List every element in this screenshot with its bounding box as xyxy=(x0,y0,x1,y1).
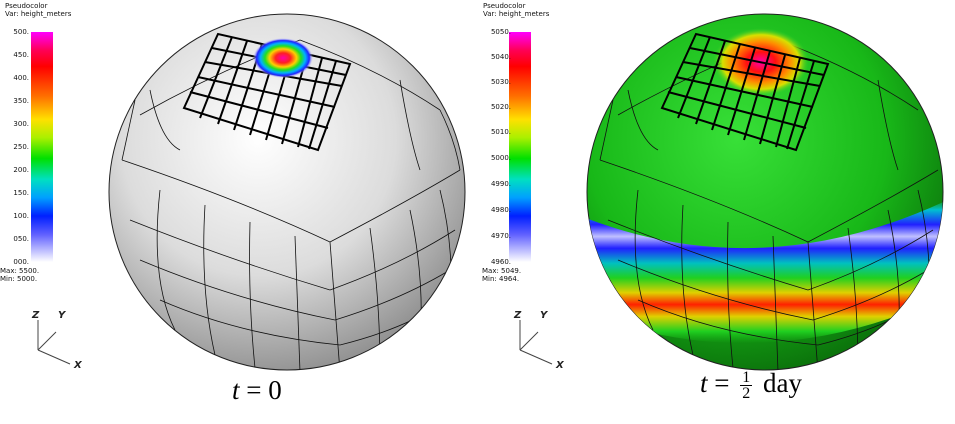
fraction-numerator: 1 xyxy=(740,369,753,387)
equatorial-bands xyxy=(587,195,943,344)
caption-unit: day xyxy=(763,368,802,398)
legend-min: Min: 4964. xyxy=(482,275,520,283)
legend-title-text: Pseudocolor xyxy=(5,2,48,10)
legend-title: Pseudocolor Var: height_meters xyxy=(5,2,71,18)
fraction-denominator: 2 xyxy=(742,385,751,403)
caption-eq: = xyxy=(246,375,262,405)
legend-var-text: Var: height_meters xyxy=(5,10,72,18)
tick-label: 050. xyxy=(13,235,29,243)
sphere-t0 xyxy=(108,13,466,371)
tick-label: 5010. xyxy=(490,128,511,136)
colorbar-ticks: 5050. 5040. 5030. 5020. 5010. 5000. 4990… xyxy=(462,28,511,268)
axes-lines xyxy=(37,320,71,365)
colorbar-ticks: 500. 450. 400. 350. 300. 250. 200. 150. … xyxy=(0,28,29,268)
tick-label: 5000. xyxy=(490,154,511,162)
tick-label: 400. xyxy=(13,74,29,82)
legend-title: Pseudocolor Var: height_meters xyxy=(483,2,549,18)
tick-label: 250. xyxy=(13,143,29,151)
panel-t0: Pseudocolor Var: height_meters 500. 450.… xyxy=(0,0,477,424)
colorbar xyxy=(31,32,53,262)
tick-label: 4990. xyxy=(490,180,511,188)
axis-y-label: Y xyxy=(58,310,66,321)
tick-label: 5050. xyxy=(490,28,511,36)
axis-y-label: Y xyxy=(540,310,548,321)
tick-label: 5030. xyxy=(490,78,511,86)
axis-x-label: X xyxy=(556,360,564,371)
tick-label: 5020. xyxy=(490,103,511,111)
legend-max: Max: 5500. xyxy=(0,267,40,275)
legend-min: Min: 5000. xyxy=(0,275,38,283)
tick-label: 450. xyxy=(13,51,29,59)
colorbar xyxy=(509,32,531,262)
legend-var-text: Var: height_meters xyxy=(483,10,550,18)
caption-t0: t = 0 xyxy=(232,375,282,406)
tick-label: 4970. xyxy=(490,232,511,240)
tick-label: 500. xyxy=(13,28,29,36)
caption-var: t xyxy=(700,368,708,398)
axis-z-label: Z xyxy=(32,310,40,321)
legend-max: Max: 5049. xyxy=(482,267,522,275)
axis-x-label: X xyxy=(74,360,82,371)
panel-t-half-day: Pseudocolor Var: height_meters 5050. 504… xyxy=(478,0,955,424)
caption-var: t xyxy=(232,375,240,405)
height-anomaly-blob xyxy=(253,38,313,78)
tick-label: 150. xyxy=(13,189,29,197)
axes-lines xyxy=(519,320,553,365)
caption-eq: = xyxy=(714,368,730,398)
tick-label: 100. xyxy=(13,212,29,220)
tick-label: 000. xyxy=(13,258,29,266)
tick-label: 350. xyxy=(13,97,29,105)
caption-fraction: 1 2 xyxy=(740,369,753,403)
caption-t-half-day: t = 1 2 day xyxy=(700,368,802,403)
legend-minmax: Max: 5500. Min: 5000. xyxy=(0,267,39,283)
refined-grid-patch xyxy=(660,32,830,152)
legend-title-text: Pseudocolor xyxy=(483,2,526,10)
tick-label: 4960. xyxy=(490,258,511,266)
tick-label: 200. xyxy=(13,166,29,174)
axis-z-label: Z xyxy=(514,310,522,321)
axes-triad: Z Y X xyxy=(28,308,88,377)
tick-label: 5040. xyxy=(490,53,511,61)
legend-minmax: Max: 5049. Min: 4964. xyxy=(482,267,521,283)
tick-label: 4980. xyxy=(490,206,511,214)
sphere-t-half-day xyxy=(586,13,944,371)
caption-value: 0 xyxy=(268,375,282,405)
tick-label: 300. xyxy=(13,120,29,128)
axes-triad: Z Y X xyxy=(510,308,570,377)
